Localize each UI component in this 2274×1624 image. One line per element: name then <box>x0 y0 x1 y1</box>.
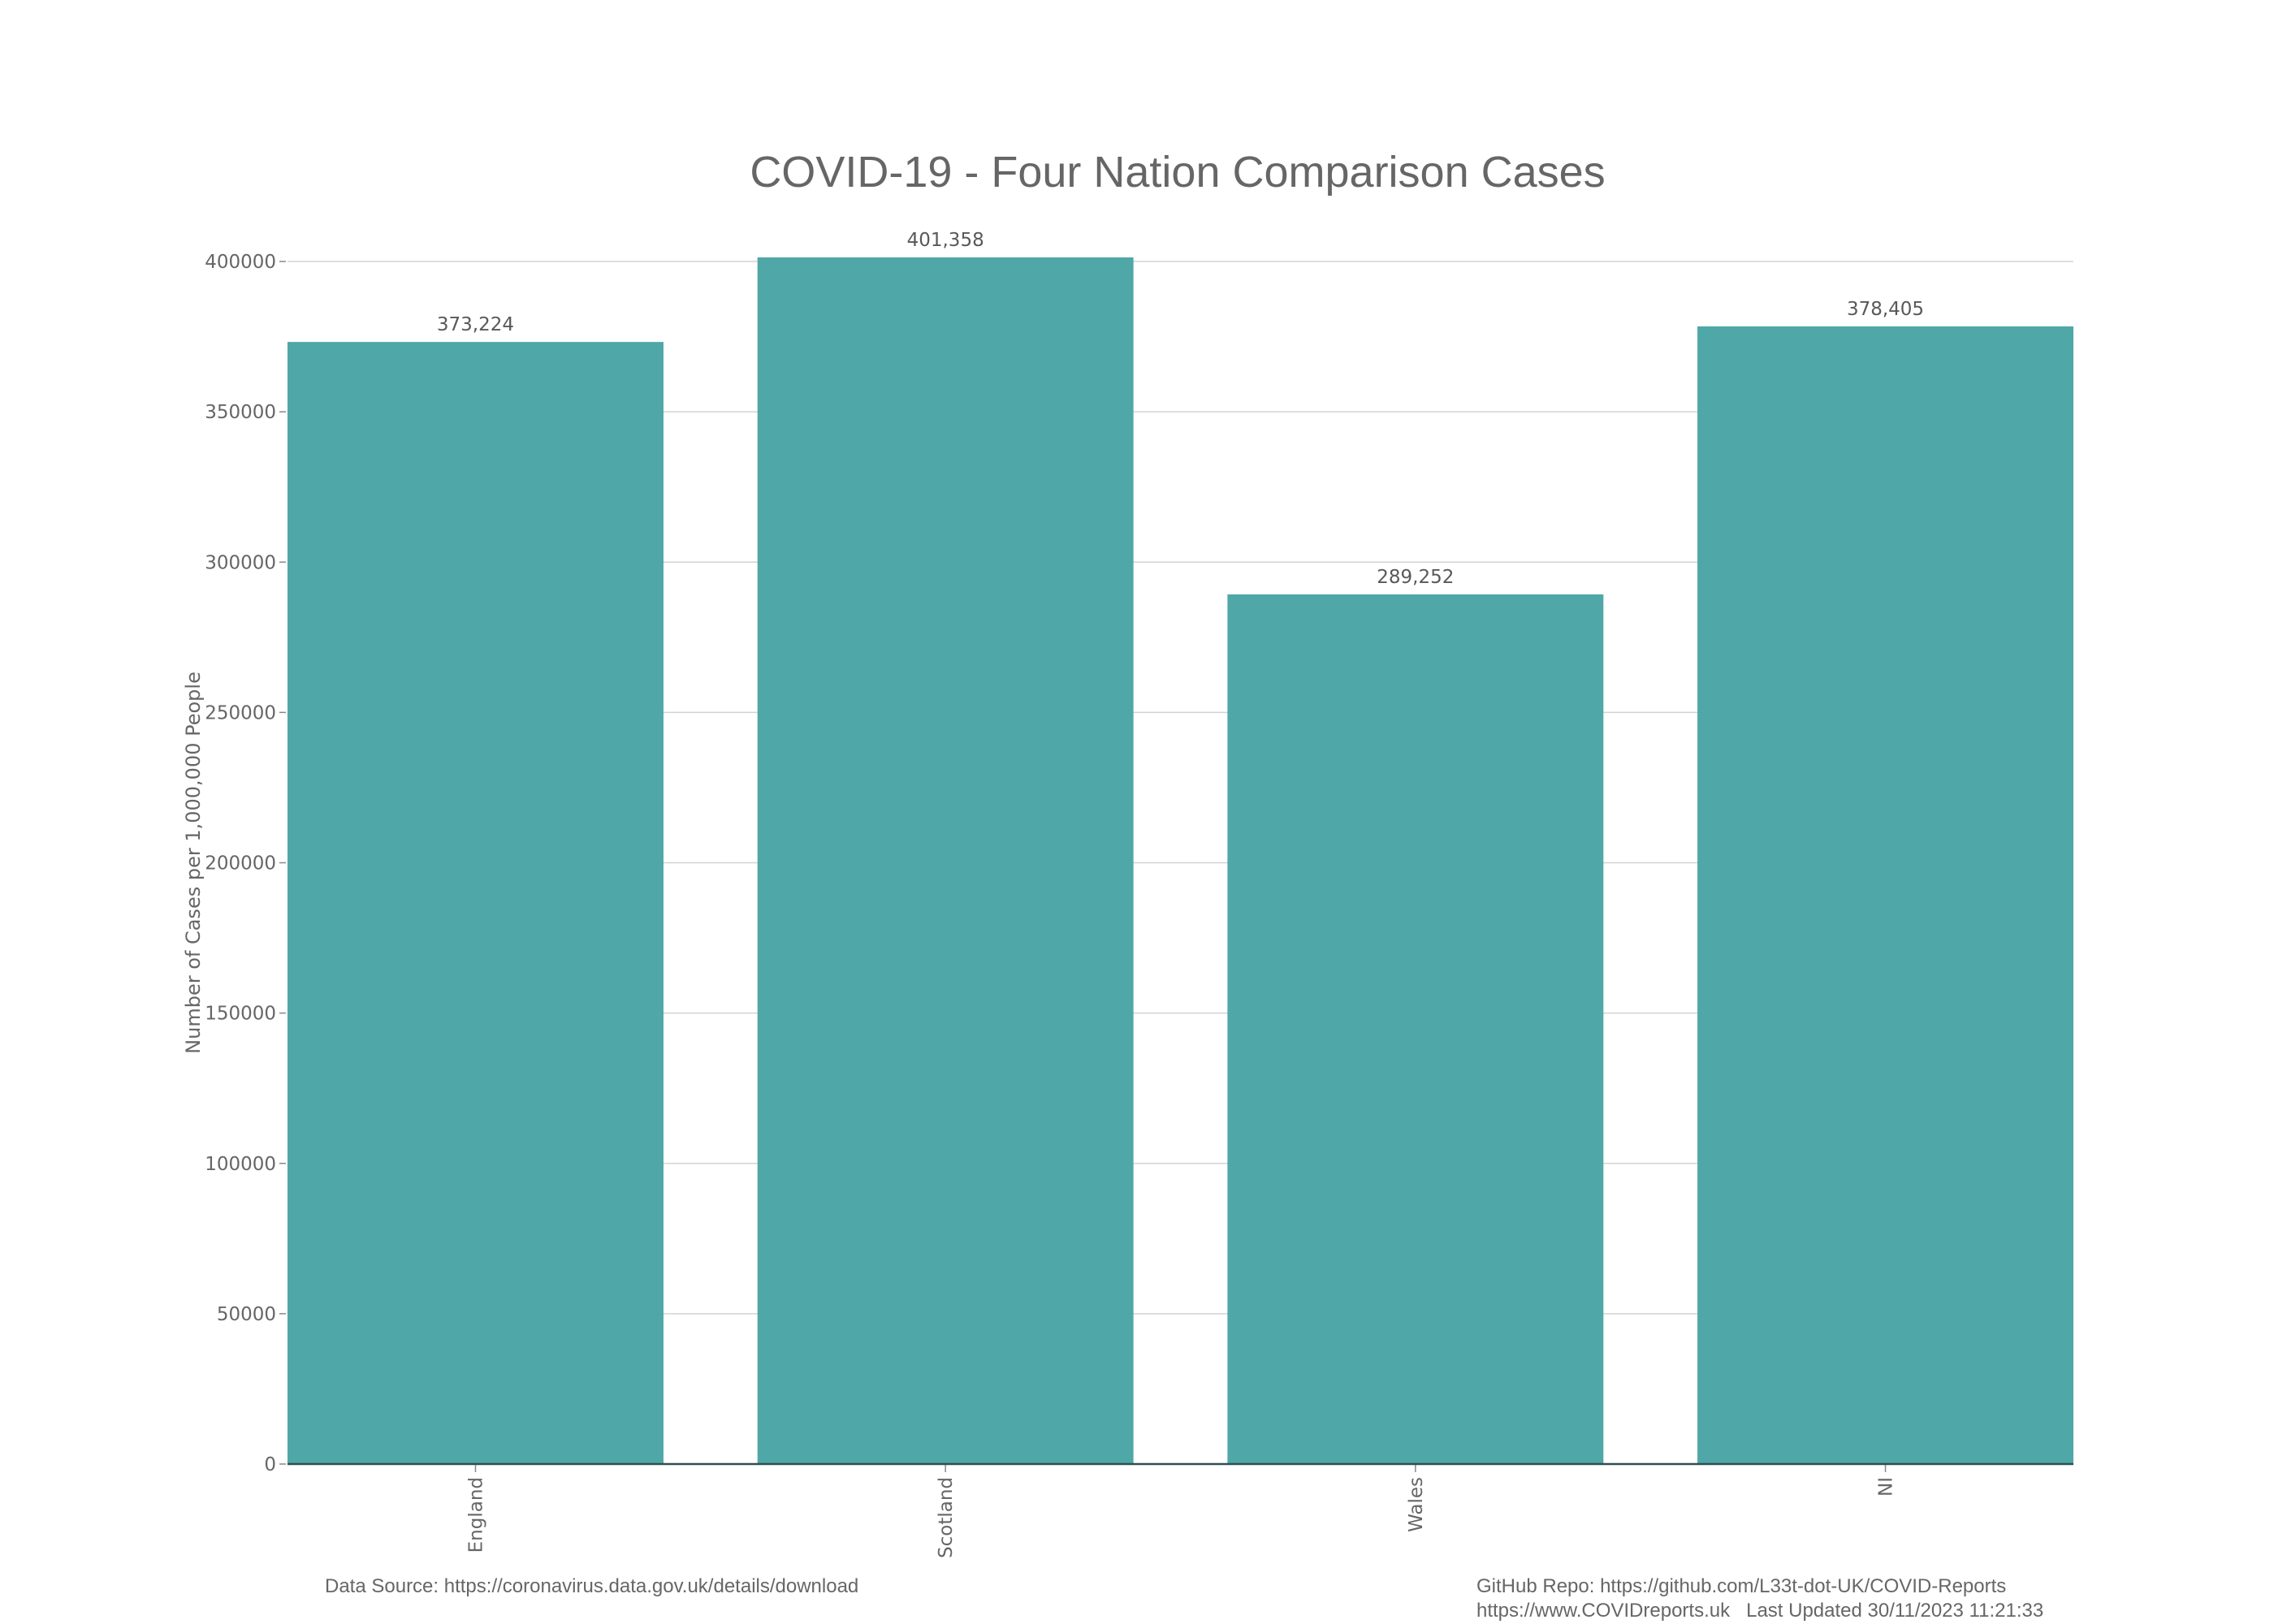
website-updated-note: https://www.COVIDreports.uk Last Updated… <box>1476 1600 2044 1622</box>
x-tick-label: Scotland <box>936 1477 957 1558</box>
x-tick-label: NI <box>1876 1477 1897 1497</box>
x-tick-label: England <box>465 1477 486 1553</box>
bars: 373,224 401,358 289,252 378,405 <box>287 230 2073 1465</box>
data-label: 289,252 <box>1377 567 1454 588</box>
data-label: 373,224 <box>437 314 514 335</box>
bar-wales <box>1227 594 1604 1465</box>
bar-england <box>287 342 664 1464</box>
y-tick-label: 150000 <box>205 1004 276 1025</box>
x-tick-label: Wales <box>1406 1477 1427 1532</box>
y-tick-label: 200000 <box>205 853 276 875</box>
y-tick-label: 250000 <box>205 702 276 723</box>
y-tick-label: 50000 <box>217 1304 276 1325</box>
y-tick-label: 400000 <box>205 252 276 273</box>
y-tick-label: 350000 <box>205 402 276 423</box>
chart-title: COVID-19 - Four Nation Comparison Cases <box>750 148 1605 197</box>
bar-ni <box>1697 326 2073 1465</box>
bar-scotland <box>757 257 1134 1464</box>
y-tick-label: 300000 <box>205 552 276 573</box>
data-label: 378,405 <box>1847 299 1924 320</box>
y-axis-ticks: 0 50000 100000 150000 200000 250000 300000 3500… <box>205 252 286 1475</box>
y-tick-label: 0 <box>264 1454 276 1475</box>
data-label: 401,358 <box>907 230 984 251</box>
y-tick-label: 100000 <box>205 1154 276 1175</box>
data-source-note: Data Source: https://coronavirus.data.go… <box>325 1575 859 1597</box>
x-axis-ticks: England Scotland Wales NI <box>465 1464 1897 1558</box>
y-axis-label: Number of Cases per 1,000,000 People <box>182 672 205 1054</box>
github-repo-note: GitHub Repo: https://github.com/L33t-dot… <box>1476 1575 2007 1597</box>
